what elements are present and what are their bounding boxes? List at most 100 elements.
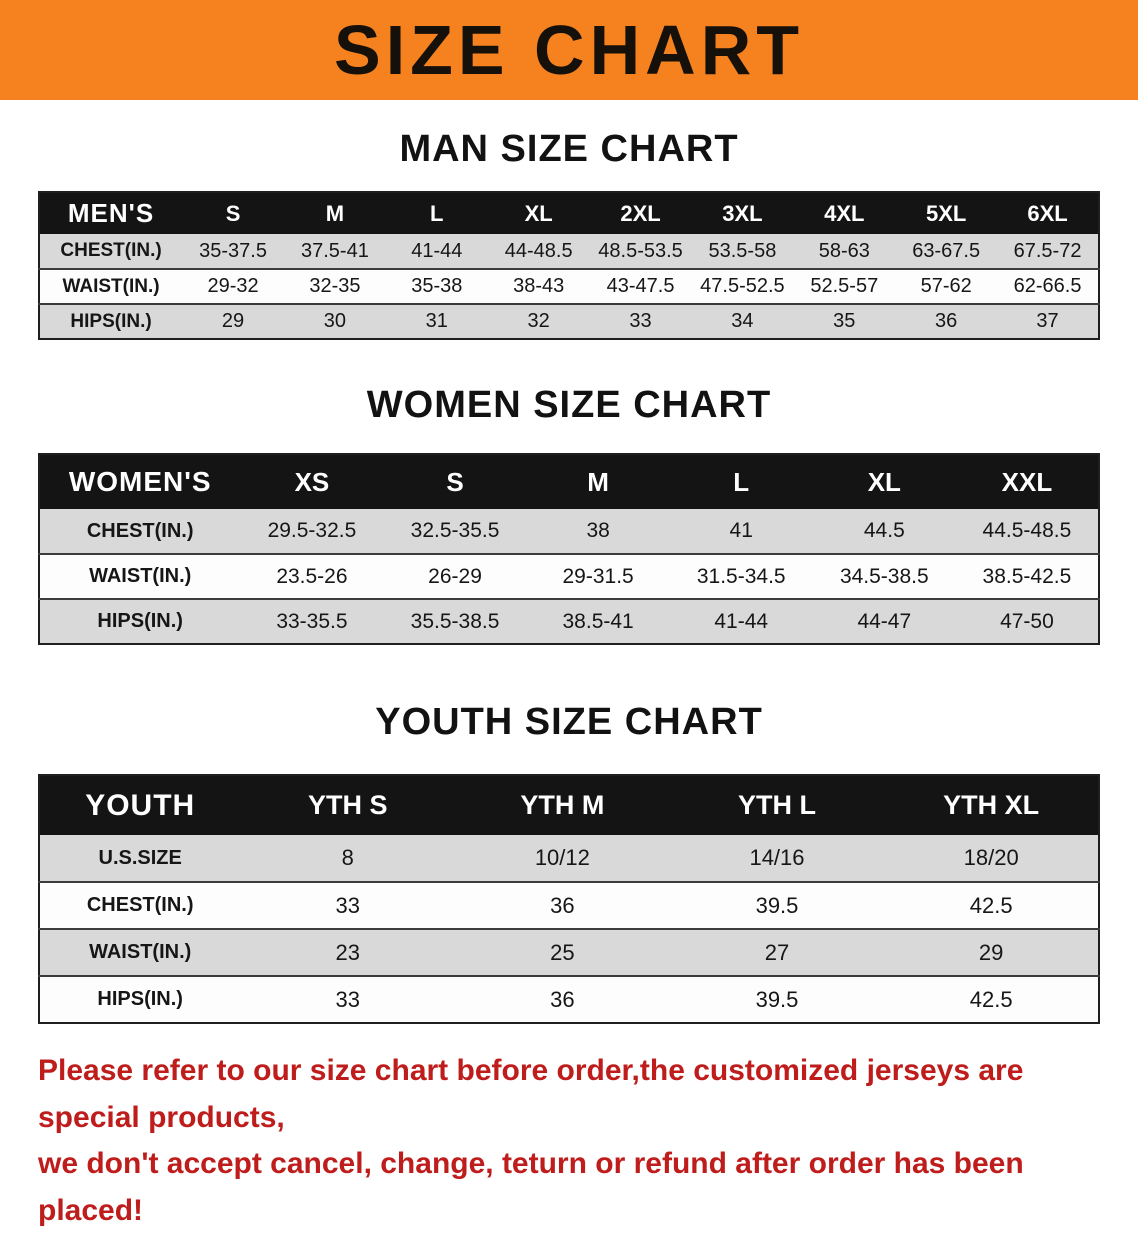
- men-chart-heading: MAN SIZE CHART: [399, 128, 739, 170]
- men-size-table: MEN'S S M L XL 2XL 3XL 4XL 5XL 6XL CHEST(IN.) 35-37…: [38, 191, 1100, 340]
- size-value-cell: 32: [487, 303, 590, 339]
- size-value-cell: 38-43: [487, 268, 590, 304]
- size-value-cell: 47.5-52.5: [691, 268, 794, 304]
- size-header-cell: L: [669, 454, 813, 509]
- size-value-cell: 32.5-35.5: [410, 519, 500, 542]
- size-value-cell: 25: [455, 928, 670, 976]
- size-header-cell: 4XL: [793, 192, 896, 234]
- size-value-cell: 41-44: [669, 598, 813, 644]
- size-value-cell: 34: [691, 303, 794, 339]
- size-header-cell: XL: [812, 454, 956, 509]
- disclaimer-line-1: Please refer to our size chart before or…: [38, 1054, 1024, 1134]
- size-value-cell: 36: [895, 303, 998, 339]
- row-label-cell: HIPS(IN.): [39, 975, 241, 1023]
- size-value-cell: 44-47: [812, 598, 956, 644]
- size-value-cell: 58-63: [818, 239, 870, 262]
- size-value-cell: 31: [385, 303, 488, 339]
- size-header-cell: S: [383, 454, 527, 509]
- youth-size-table: YOUTH YTH S YTH M YTH L YTH XL U.S.SIZE 8 10/12…: [38, 774, 1100, 1024]
- row-label-cell: WAIST(IN.): [39, 928, 241, 976]
- row-label-cell: CHEST(IN.): [86, 519, 194, 542]
- size-value-cell: 8: [341, 845, 354, 870]
- size-value-cell: 44-48.5: [504, 239, 573, 262]
- size-value-cell: 29: [182, 303, 284, 339]
- size-header-cell: S: [182, 192, 284, 234]
- size-value-cell: 35-37.5: [199, 239, 267, 262]
- size-value-cell: 29.5-32.5: [267, 519, 357, 542]
- section-men-size-chart: MAN SIZE CHART MEN'S S M L XL 2XL 3XL 4XL 5XL 6XL…: [0, 128, 1138, 340]
- table-title-cell: WOMEN'S: [39, 454, 241, 509]
- women-size-table: WOMEN'S XS S M L XL XXL CHEST(IN.) 29.5-32.5 32.5…: [38, 453, 1100, 645]
- size-value-cell: 39.5: [669, 881, 885, 929]
- size-value-cell: 26-29: [383, 553, 527, 599]
- size-header-cell: 3XL: [691, 192, 794, 234]
- row-label-cell: WAIST(IN.): [39, 268, 183, 304]
- measurement-row: CHEST(IN.) 33 36 39.5 42.5: [39, 881, 1099, 929]
- size-value-cell: 42.5: [884, 975, 1099, 1023]
- size-value-cell: 36: [455, 975, 670, 1023]
- banner-title: SIZE CHART: [334, 11, 804, 89]
- size-value-cell: 29-32: [182, 268, 284, 304]
- size-header-row: WOMEN'S XS S M L XL XXL: [39, 454, 1099, 509]
- size-header-cell: 2XL: [589, 192, 692, 234]
- size-value-cell: 44.5: [863, 519, 905, 542]
- size-value-cell: 18/20: [963, 845, 1019, 870]
- size-value-cell: 33: [240, 881, 456, 929]
- size-header-cell: 6XL: [997, 192, 1099, 234]
- size-chart-banner: SIZE CHART: [0, 0, 1138, 100]
- size-value-cell: 33: [240, 975, 456, 1023]
- size-charts: MAN SIZE CHART MEN'S S M L XL 2XL 3XL 4XL 5XL 6XL…: [0, 128, 1138, 1024]
- size-header-cell: YTH XL: [884, 775, 1099, 835]
- size-value-cell: 37.5-41: [300, 239, 369, 262]
- row-label-cell: CHEST(IN.): [39, 881, 241, 929]
- size-value-cell: 34.5-38.5: [812, 553, 956, 599]
- size-value-cell: 14/16: [749, 845, 805, 870]
- measurement-row: HIPS(IN.) 33-35.5 35.5-38.5 38.5-41 41-44 44-…: [39, 598, 1099, 644]
- size-header-cell: XS: [240, 454, 384, 509]
- row-label-cell: HIPS(IN.): [39, 303, 183, 339]
- measurement-row: WAIST(IN.) 29-32 32-35 35-38 38-43 43-47.5 47.…: [39, 268, 1099, 304]
- size-value-cell: 39.5: [669, 975, 885, 1023]
- row-label-cell: HIPS(IN.): [39, 598, 241, 644]
- size-header-cell: YTH L: [669, 775, 885, 835]
- size-value-cell: 67.5-72: [1013, 239, 1082, 262]
- size-header-cell: XXL: [955, 454, 1099, 509]
- size-value-cell: 38.5-41: [526, 598, 670, 644]
- size-value-cell: 27: [669, 928, 885, 976]
- size-value-cell: 63-67.5: [912, 239, 981, 262]
- measurement-row: WAIST(IN.) 23.5-26 26-29 29-31.5 31.5-34.5 34…: [39, 553, 1099, 599]
- measurement-row: HIPS(IN.) 33 36 39.5 42.5: [39, 975, 1099, 1023]
- size-header-cell: YTH M: [455, 775, 670, 835]
- size-value-cell: 41: [729, 519, 753, 542]
- youth-chart-heading: YOUTH SIZE CHART: [375, 701, 763, 743]
- size-value-cell: 33: [589, 303, 692, 339]
- row-label-cell: U.S.SIZE: [98, 846, 182, 869]
- size-value-cell: 52.5-57: [793, 268, 896, 304]
- size-value-cell: 62-66.5: [997, 268, 1099, 304]
- measurement-row: HIPS(IN.) 29 30 31 32 33 34 35 36 37: [39, 303, 1099, 339]
- size-value-cell: 36: [455, 881, 670, 929]
- size-header-cell: M: [283, 192, 386, 234]
- disclaimer-line-2: we don't accept cancel, change, teturn o…: [38, 1147, 1024, 1227]
- section-women-size-chart: WOMEN SIZE CHART WOMEN'S XS S M L XL XXL CHEST(…: [0, 384, 1138, 645]
- section-youth-size-chart: YOUTH SIZE CHART YOUTH YTH S YTH M YTH L YTH…: [0, 701, 1138, 1024]
- row-label-cell: WAIST(IN.): [39, 553, 241, 599]
- table-title-cell: MEN'S: [39, 192, 183, 234]
- size-value-cell: 33-35.5: [240, 598, 384, 644]
- size-value-cell: 35-38: [385, 268, 488, 304]
- measurement-row: WAIST(IN.) 23 25 27 29: [39, 928, 1099, 976]
- row-label-cell: CHEST(IN.): [60, 240, 162, 261]
- size-value-cell: 10/12: [534, 845, 590, 870]
- measurement-row: CHEST(IN.) 29.5-32.5 32.5-35.5 38 41 44.5 44.5…: [39, 509, 1099, 554]
- size-header-row: YOUTH YTH S YTH M YTH L YTH XL: [39, 775, 1099, 835]
- size-value-cell: 35: [793, 303, 896, 339]
- size-header-cell: XL: [487, 192, 590, 234]
- size-value-cell: 38.5-42.5: [955, 553, 1099, 599]
- size-value-cell: 42.5: [884, 881, 1099, 929]
- measurement-row: CHEST(IN.) 35-37.5 37.5-41 41-44 44-48.5 48.5…: [39, 234, 1099, 269]
- size-value-cell: 47-50: [955, 598, 1099, 644]
- size-value-cell: 23: [240, 928, 456, 976]
- size-header-cell: L: [385, 192, 488, 234]
- size-header-cell: 5XL: [895, 192, 998, 234]
- size-value-cell: 53.5-58: [708, 239, 777, 262]
